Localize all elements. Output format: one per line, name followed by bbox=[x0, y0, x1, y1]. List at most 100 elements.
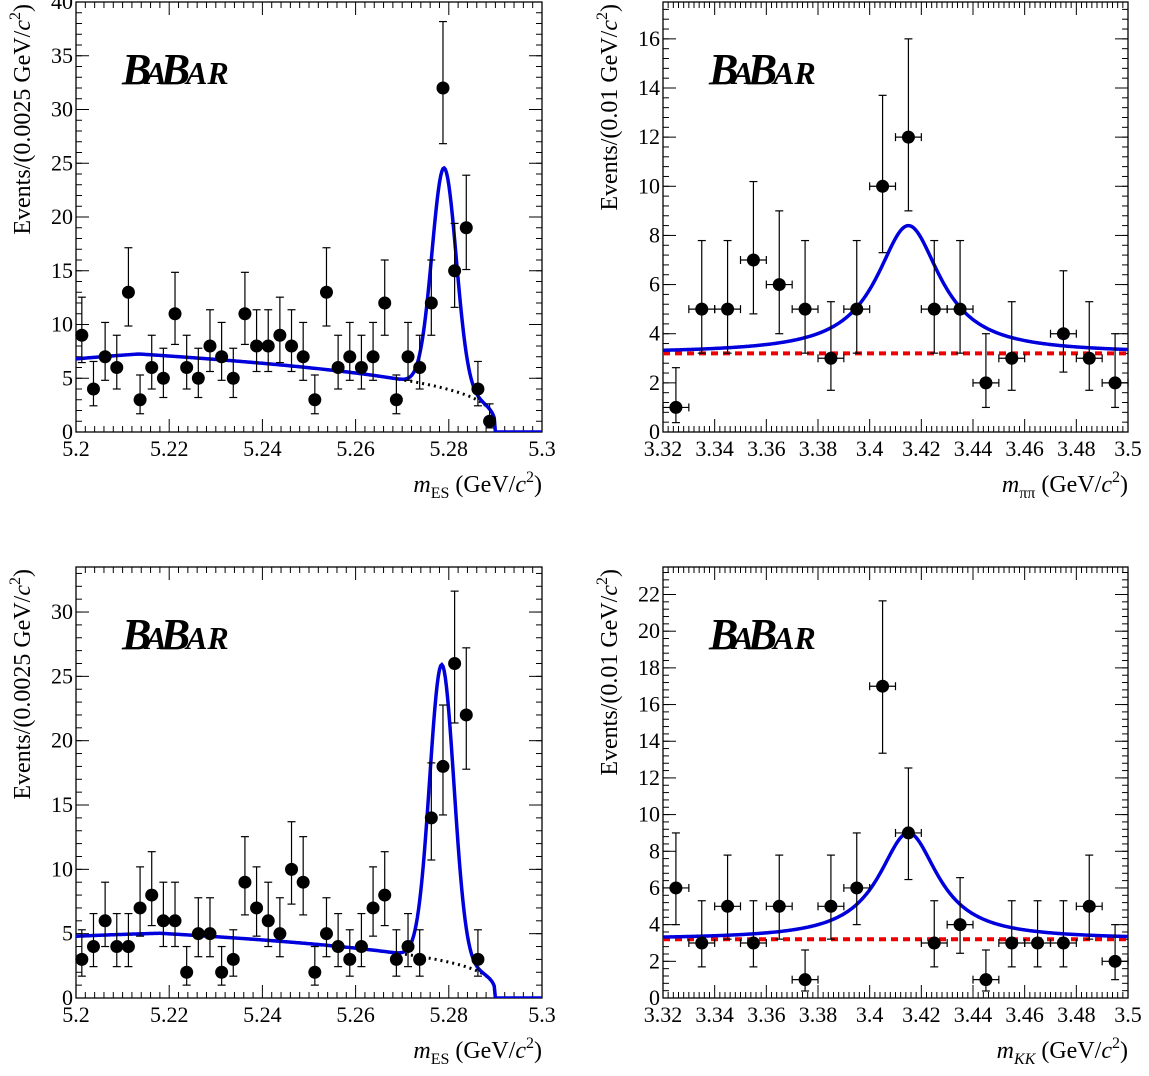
data-point bbox=[389, 393, 403, 407]
x-tick-label: 3.44 bbox=[954, 1002, 993, 1027]
background-curve bbox=[76, 931, 542, 998]
y-tick-label: 0 bbox=[649, 985, 660, 1010]
fit-curve bbox=[76, 662, 542, 998]
data-point bbox=[378, 296, 392, 310]
x-tick-label: 5.24 bbox=[243, 436, 282, 461]
data-point bbox=[901, 826, 915, 840]
y-tick-label: 12 bbox=[638, 124, 660, 149]
y-tick-label: 18 bbox=[638, 655, 660, 680]
data-point bbox=[250, 339, 264, 353]
data-point bbox=[459, 708, 473, 722]
data-point bbox=[273, 927, 287, 941]
data-point bbox=[413, 361, 427, 374]
data-point bbox=[850, 881, 864, 895]
y-tick-label: 6 bbox=[649, 875, 660, 900]
data-point bbox=[953, 918, 967, 932]
data-point bbox=[721, 899, 735, 913]
data-point bbox=[156, 371, 170, 385]
data-point bbox=[203, 927, 217, 941]
x-tick-label: 5.22 bbox=[150, 1002, 189, 1027]
data-point bbox=[319, 927, 333, 941]
x-tick-label: 3.42 bbox=[902, 436, 941, 461]
x-tick-label: 5.24 bbox=[243, 1002, 282, 1027]
data-point bbox=[772, 278, 786, 292]
x-tick-label: 3.48 bbox=[1057, 1002, 1096, 1027]
x-tick-label: 5.26 bbox=[336, 436, 375, 461]
y-axis-title: Events/(0.0025 GeV/c2) bbox=[7, 569, 36, 800]
data-point bbox=[296, 350, 310, 364]
data-point bbox=[953, 302, 967, 316]
x-axis-title: mES (GeV/c2) bbox=[413, 1035, 542, 1068]
y-axis-title: Events/(0.01 GeV/c2) bbox=[594, 4, 623, 211]
x-tick-label: 3.36 bbox=[747, 1002, 786, 1027]
data-point bbox=[180, 361, 194, 374]
data-point bbox=[436, 759, 450, 773]
y-tick-label: 2 bbox=[649, 370, 660, 395]
data-point bbox=[824, 351, 838, 365]
y-tick-label: 12 bbox=[638, 765, 660, 790]
data-point bbox=[75, 328, 89, 342]
data-point bbox=[824, 899, 838, 913]
data-point bbox=[669, 881, 683, 895]
data-point bbox=[798, 302, 812, 316]
data-point bbox=[366, 901, 380, 915]
data-point bbox=[1108, 376, 1122, 390]
y-tick-label: 20 bbox=[51, 204, 73, 229]
y-axis-title: Events/(0.01 GeV/c2) bbox=[594, 569, 623, 776]
data-point bbox=[354, 361, 368, 374]
babar-logo: BABAR bbox=[121, 45, 229, 94]
data-point bbox=[168, 307, 182, 321]
data-point bbox=[1005, 351, 1019, 365]
data-point bbox=[401, 350, 415, 364]
x-axis-title: mKK (GeV/c2) bbox=[997, 1035, 1128, 1068]
data-point bbox=[296, 875, 310, 889]
babar-logo: BABAR bbox=[708, 610, 816, 659]
data-point bbox=[86, 940, 100, 954]
data-point bbox=[121, 285, 135, 299]
data-point bbox=[746, 936, 760, 950]
x-tick-label: 3.46 bbox=[1005, 436, 1044, 461]
y-tick-label: 0 bbox=[62, 985, 73, 1010]
x-tick-label: 3.48 bbox=[1057, 436, 1096, 461]
y-axis-title: Events/(0.0025 GeV/c2) bbox=[7, 4, 36, 235]
chart-panel-bottom-left: 5.2 5.22 5.24 5.26 5.28 5.3 0 5 10 15 20 25 30 mES (G… bbox=[7, 566, 556, 1068]
x-tick-label: 3.32 bbox=[644, 436, 683, 461]
x-tick-label: 5.3 bbox=[528, 436, 556, 461]
data-point bbox=[226, 952, 240, 966]
chart-panel-top-left: 5.2 5.22 5.24 5.26 5.28 5.3 0 5 10 15 20 25 30 35 40 mE… bbox=[7, 0, 556, 502]
y-tick-label: 16 bbox=[638, 692, 660, 717]
data-point bbox=[798, 973, 812, 987]
data-point bbox=[285, 339, 299, 353]
background-curve bbox=[76, 352, 542, 432]
y-tick-label: 6 bbox=[649, 272, 660, 297]
data-point bbox=[483, 414, 497, 428]
x-tick-label: 3.46 bbox=[1005, 1002, 1044, 1027]
data-point bbox=[191, 927, 205, 941]
data-point bbox=[215, 350, 229, 364]
y-tick-label: 22 bbox=[638, 582, 660, 607]
x-axis-title: mππ (GeV/c2) bbox=[1002, 469, 1128, 502]
y-tick-label: 30 bbox=[51, 97, 73, 122]
fit-curve bbox=[76, 165, 542, 432]
x-tick-label: 5.3 bbox=[528, 1002, 556, 1027]
data-point bbox=[203, 339, 217, 353]
data-point bbox=[1108, 954, 1122, 968]
y-tick-label: 4 bbox=[649, 912, 660, 937]
x-tick-label: 3.5 bbox=[1114, 1002, 1142, 1027]
data-point bbox=[436, 81, 450, 95]
data-point bbox=[695, 302, 709, 316]
y-tick-label: 5 bbox=[62, 365, 73, 390]
data-point bbox=[133, 901, 147, 915]
data-point bbox=[876, 179, 890, 193]
data-point bbox=[927, 936, 941, 950]
chart-panel-top-right: 3.32 3.34 3.36 3.38 3.4 3.42 3.44 3.46 3.48 3.5 0 2… bbox=[594, 1, 1142, 502]
data-point bbox=[331, 361, 345, 374]
data-point bbox=[75, 952, 89, 966]
data-point bbox=[273, 328, 287, 342]
x-tick-label: 3.5 bbox=[1114, 436, 1142, 461]
y-tick-label: 14 bbox=[638, 75, 660, 100]
data-point bbox=[424, 296, 438, 310]
data-point bbox=[261, 914, 275, 928]
x-tick-label: 3.38 bbox=[799, 1002, 838, 1027]
